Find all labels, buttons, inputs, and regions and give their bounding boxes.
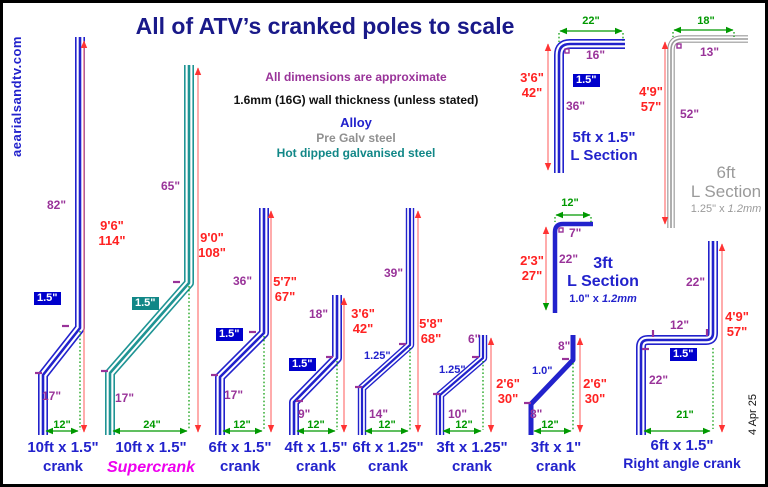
- pole1-type: crank: [42, 458, 84, 475]
- pole6-type: crank: [451, 458, 493, 475]
- pole8-lower-dim: 22": [649, 373, 669, 387]
- lsection-3ft-total-dim: 2'3" 27": [520, 253, 544, 283]
- pole6-upper-dim: 6": [468, 332, 481, 346]
- lsection-6ft-side-dim: 52": [680, 107, 700, 121]
- lsection-6ft-inner-dim: 13": [700, 45, 720, 59]
- pole6-lower-dim: 10": [448, 407, 468, 421]
- lsection-5ft-side-dim: 36": [566, 99, 586, 113]
- pole3-lower-dim: 17": [224, 388, 244, 402]
- pole5-total-dim: 5'8" 68": [419, 316, 443, 346]
- pole3-offset-dim: 12": [233, 419, 251, 431]
- red-dimension-arrows: [80, 40, 726, 433]
- pole7-lower-dim: 8": [530, 407, 543, 421]
- pole7-diameter-label: 1.0": [532, 365, 553, 377]
- pole2-lower-dim: 17": [115, 391, 135, 405]
- lsection-6ft-total-dim: 4'9" 57": [639, 84, 663, 114]
- lsection-3ft-width-dim: 12": [561, 197, 579, 209]
- pole7-name: 3ft x 1": [530, 439, 582, 456]
- poles-drawing: [35, 26, 768, 487]
- pole3-total-dim: 5'7" 67": [273, 274, 297, 304]
- pole2-offset-dim: 24": [143, 419, 161, 431]
- pole1-name: 10ft x 1.5": [27, 439, 99, 456]
- pole4-type: crank: [295, 458, 337, 475]
- pole2-total-dim: 9'0" 108": [198, 230, 226, 260]
- lsection-6ft-width-dim: 18": [697, 15, 715, 27]
- legend-wall-thickness: 1.6mm (16G) wall thickness (unless state…: [233, 93, 479, 107]
- lsection-3ft-name2: L Section: [567, 273, 639, 290]
- pole4-offset-dim: 12": [307, 419, 325, 431]
- pole4-upper-dim: 18": [309, 307, 329, 321]
- pole6-total-dim: 2'6" 30": [496, 376, 520, 406]
- pole8-mid-dim: 12": [670, 318, 690, 332]
- pole-right-angle-crank: [641, 241, 713, 435]
- lsection-6ft-name2: L Section: [690, 182, 762, 201]
- pole3-name: 6ft x 1.5": [208, 439, 272, 456]
- pole2-type: Supercrank: [106, 459, 196, 476]
- legend-approximate: All dimensions are approximate: [265, 70, 447, 84]
- pole7-total-dim: 2'6" 30": [583, 376, 607, 406]
- pole5-upper-dim: 39": [384, 266, 404, 280]
- pole1-diameter-badge: 1.5": [34, 292, 61, 306]
- pole2-diameter-badge: 1.5": [132, 297, 159, 311]
- pole5-offset-dim: 12": [378, 419, 396, 431]
- pole1-lower-dim: 17": [42, 389, 62, 403]
- pole4-total-dim: 3'6" 42": [351, 306, 375, 336]
- pole8-diameter-badge: 1.5": [670, 348, 697, 362]
- legend-pre-galv: Pre Galv steel: [316, 131, 396, 145]
- website-watermark: aearialsandtv.com: [9, 36, 24, 157]
- pole5-diameter-label: 1.25": [364, 350, 391, 362]
- lsection-5ft-width-dim: 22": [582, 15, 600, 27]
- pole8-offset-dim: 21": [676, 409, 694, 421]
- lsection-5ft-total-dim: 3'6" 42": [520, 70, 544, 100]
- pole1-upper-dim: 82": [47, 198, 67, 212]
- pole3-type: crank: [219, 458, 261, 475]
- green-dimension-arrows: [45, 26, 734, 435]
- lsection-5ft-name: 5ft x 1.5": [572, 129, 636, 146]
- lsection-3ft-inner-dim: 7": [569, 226, 582, 240]
- lsection-5ft-inner-dim: 16": [586, 48, 606, 62]
- pole5-lower-dim: 14": [369, 407, 389, 421]
- lsection-3ft-side-dim: 22": [559, 252, 579, 266]
- pole6-diameter-label: 1.25": [439, 364, 466, 376]
- lsection-3ft-spec: 1.0" x 1.2mm: [569, 293, 637, 305]
- pole4-diameter-badge: 1.5": [289, 358, 316, 372]
- lsection-6ft-spec: 1.25" x 1.2mm: [690, 203, 762, 215]
- pole1-offset-dim: 12": [53, 419, 71, 431]
- pole7-type: crank: [535, 458, 577, 475]
- lsection-6ft-name: 6ft: [716, 163, 736, 182]
- lsection-5ft-diameter-badge: 1.5": [573, 74, 600, 88]
- legend-hot-dipped: Hot dipped galvanised steel: [276, 146, 436, 160]
- pole-10ft-supercrank: [110, 65, 189, 435]
- pole5-type: crank: [367, 458, 409, 475]
- tick-marks: [35, 43, 709, 405]
- pole4-name: 4ft x 1.5": [284, 439, 348, 456]
- pole8-name: 6ft x 1.5": [650, 437, 714, 454]
- pole7-upper-dim: 8": [558, 339, 571, 353]
- pole2-name: 10ft x 1.5": [115, 439, 187, 456]
- pole3-diameter-badge: 1.5": [216, 328, 243, 342]
- pole6-name: 3ft x 1.25": [436, 439, 508, 456]
- pole8-upper-dim: 22": [686, 275, 706, 289]
- pole4-lower-dim: 9": [298, 407, 311, 421]
- page-title: All of ATV’s cranked poles to scale: [135, 13, 515, 39]
- pole7-offset-dim: 12": [541, 419, 559, 431]
- pole1-total-dim: 9'6" 114": [98, 218, 126, 248]
- lsection-3ft-name: 3ft: [593, 255, 613, 272]
- pole5-name: 6ft x 1.25": [352, 439, 424, 456]
- date-stamp: 4 Apr 25: [747, 394, 759, 435]
- pole6-offset-dim: 12": [455, 419, 473, 431]
- pole8-total-dim: 4'9" 57": [725, 309, 749, 339]
- pole3-upper-dim: 36": [233, 274, 253, 288]
- green-dotted-lines: [79, 32, 735, 430]
- legend-alloy: Alloy: [340, 115, 372, 130]
- pole8-type: Right angle crank: [623, 455, 741, 471]
- pole-10ft-crank: [43, 37, 80, 435]
- pole2-upper-dim: 65": [161, 179, 181, 193]
- lsection-5ft-name2: L Section: [570, 147, 638, 164]
